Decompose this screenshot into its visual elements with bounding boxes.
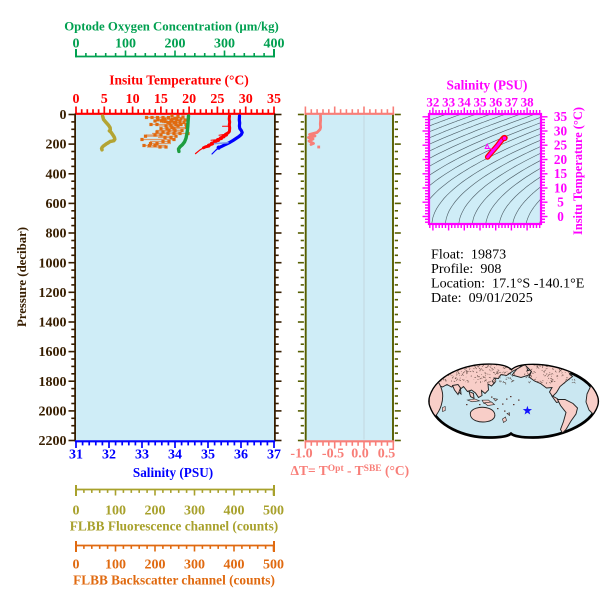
svg-text:0: 0: [557, 209, 564, 224]
svg-text:0.0: 0.0: [351, 447, 369, 462]
svg-text:0: 0: [73, 92, 80, 107]
svg-text:0.5: 0.5: [378, 447, 396, 462]
svg-text:25: 25: [210, 92, 224, 107]
svg-text:33: 33: [135, 448, 149, 463]
svg-text:5: 5: [101, 92, 108, 107]
svg-text:25: 25: [554, 138, 568, 153]
svg-text:100: 100: [105, 558, 126, 573]
svg-text:300: 300: [214, 37, 235, 52]
svg-text:Profile: 908: Profile: 908: [431, 261, 501, 277]
svg-text:10: 10: [126, 92, 140, 107]
svg-text:34: 34: [168, 448, 182, 463]
svg-text:Optode Oxygen Concentration (µ: Optode Oxygen Concentration (µm/kg): [64, 20, 279, 34]
svg-text:34: 34: [458, 95, 472, 110]
svg-text:200: 200: [46, 138, 67, 153]
svg-text:600: 600: [46, 197, 67, 212]
svg-text:35: 35: [201, 448, 215, 463]
svg-text:1200: 1200: [39, 286, 67, 301]
svg-text:-1.0: -1.0: [290, 447, 312, 462]
svg-text:32: 32: [426, 95, 439, 110]
svg-text:100: 100: [115, 37, 136, 52]
svg-text:300: 300: [184, 504, 205, 519]
svg-text:Insitu Temperature (°C): Insitu Temperature (°C): [109, 73, 248, 88]
svg-text:200: 200: [145, 504, 166, 519]
svg-text:0: 0: [73, 558, 80, 573]
svg-text:1800: 1800: [39, 375, 67, 390]
svg-text:36: 36: [234, 448, 248, 463]
svg-text:20: 20: [554, 152, 568, 167]
svg-text:200: 200: [165, 37, 186, 52]
svg-text:30: 30: [554, 123, 568, 138]
svg-text:FLBB Fluorescence channel (cou: FLBB Fluorescence channel (counts): [70, 519, 278, 534]
svg-text:5: 5: [557, 195, 564, 210]
svg-text:500: 500: [263, 504, 284, 519]
svg-text:400: 400: [224, 504, 245, 519]
svg-text:Location: 17.1°S -140.1°E: Location: 17.1°S -140.1°E: [431, 276, 584, 292]
svg-text:800: 800: [46, 227, 67, 242]
svg-text:0: 0: [73, 37, 80, 52]
svg-text:35: 35: [267, 92, 281, 107]
svg-text:15: 15: [154, 92, 168, 107]
svg-text:0: 0: [60, 108, 67, 123]
svg-text:36: 36: [489, 95, 503, 110]
svg-text:30: 30: [239, 92, 253, 107]
svg-text:400: 400: [224, 558, 245, 573]
svg-text:0: 0: [73, 504, 80, 519]
svg-text:10: 10: [554, 180, 568, 195]
svg-text:Pressure (decibar): Pressure (decibar): [15, 227, 29, 327]
svg-text:400: 400: [46, 167, 67, 182]
svg-text:15: 15: [554, 166, 568, 181]
svg-text:1400: 1400: [39, 316, 67, 331]
svg-text:35: 35: [474, 95, 488, 110]
svg-text:Float: 19873: Float: 19873: [431, 247, 506, 263]
svg-text:1000: 1000: [39, 256, 67, 271]
svg-text:32: 32: [102, 448, 116, 463]
svg-text:38: 38: [521, 95, 535, 110]
svg-text:100: 100: [105, 504, 126, 519]
svg-text:Salinity (PSU): Salinity (PSU): [133, 465, 213, 480]
svg-text:35: 35: [554, 109, 568, 124]
svg-text:20: 20: [182, 92, 196, 107]
svg-text:Date: 09/01/2025: Date: 09/01/2025: [431, 290, 533, 306]
svg-text:ΔT= TOpt - TSBE (°C): ΔT= TOpt - TSBE (°C): [291, 463, 410, 478]
svg-text:1600: 1600: [39, 345, 67, 360]
svg-text:FLBB Backscatter channel (coun: FLBB Backscatter channel (counts): [73, 573, 275, 588]
svg-text:2200: 2200: [39, 434, 67, 449]
svg-text:Salinity (PSU): Salinity (PSU): [447, 78, 528, 93]
svg-text:-0.5: -0.5: [322, 447, 344, 462]
svg-text:37: 37: [267, 448, 281, 463]
svg-text:2000: 2000: [39, 405, 67, 420]
svg-text:300: 300: [184, 558, 205, 573]
svg-text:200: 200: [145, 558, 166, 573]
svg-text:33: 33: [442, 95, 456, 110]
svg-text:31: 31: [69, 448, 83, 463]
svg-text:Insitu Temperature (°C): Insitu Temperature (°C): [571, 107, 585, 235]
svg-text:400: 400: [264, 37, 285, 52]
svg-text:37: 37: [505, 95, 519, 110]
svg-text:500: 500: [263, 558, 284, 573]
